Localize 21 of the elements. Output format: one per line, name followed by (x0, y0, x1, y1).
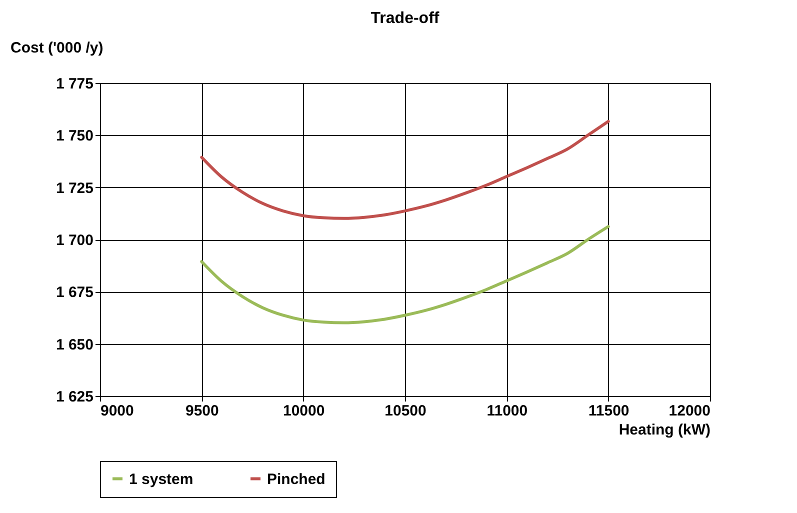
x-tick-label: 11500 (588, 402, 630, 420)
x-tick-label: 10500 (384, 402, 426, 420)
chart-title: Trade-off (370, 10, 440, 27)
x-tick-label: 11000 (486, 402, 528, 420)
y-axis-title: Cost ('000 /y) (10, 40, 104, 56)
y-tick-label: 1 625 (56, 388, 94, 406)
x-tick-label: 9000 (100, 402, 134, 420)
x-axis-title: Heating (kW) (618, 422, 710, 438)
y-tick-label: 1 650 (56, 336, 94, 354)
x-tick-label: 10000 (282, 402, 325, 420)
line-series (200, 120, 610, 220)
legend-label: Pinched (267, 470, 326, 488)
y-tick-label: 1 700 (56, 232, 94, 249)
y-tick-label: 1 750 (56, 128, 94, 145)
legend-label: 1 system (129, 470, 194, 488)
y-tick-label: 1 725 (56, 180, 94, 197)
x-tick-label: 9500 (185, 402, 219, 420)
line-series (200, 225, 610, 324)
y-tick-label: 1 775 (56, 76, 94, 92)
x-tick-label: 12000 (668, 402, 710, 420)
y-tick-label: 1 675 (56, 284, 94, 302)
